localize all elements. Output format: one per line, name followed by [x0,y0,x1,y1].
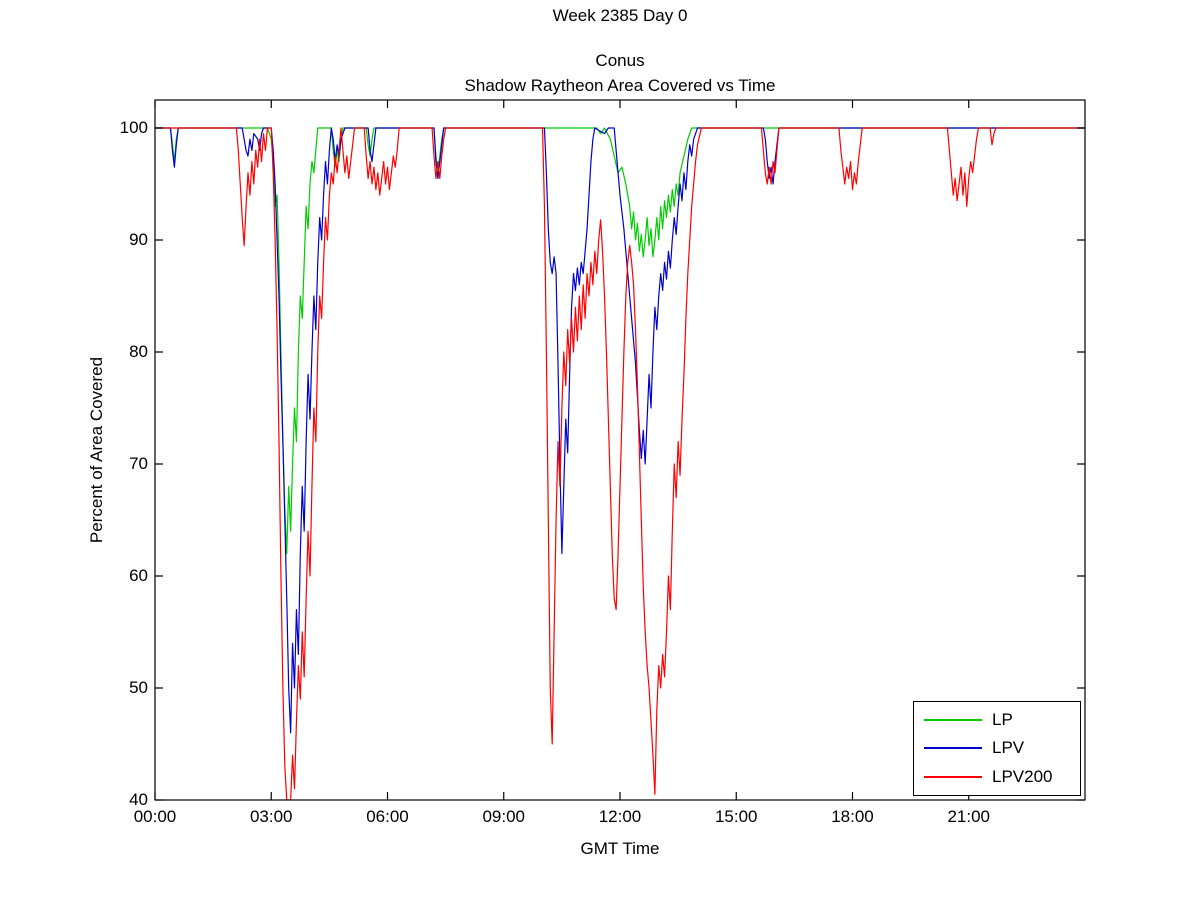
legend-label-lpv: LPV [992,738,1025,758]
x-tick-label: 09:00 [482,807,526,826]
y-tick-label: 100 [119,118,148,137]
y-tick-label: 50 [129,678,148,697]
y-tick-label: 40 [129,790,148,809]
legend-label-lp: LP [992,710,1013,730]
legend-label-lpv200: LPV200 [992,766,1053,786]
x-tick-label: 00:00 [133,807,177,826]
legend-item-lp: LP [914,710,1080,730]
legend-item-lpv200: LPV200 [914,767,1080,787]
x-axis-label: GMT Time [580,839,660,858]
x-tick-label: 06:00 [366,807,409,826]
axes-box [154,99,1086,801]
y-tick-label: 80 [129,342,148,361]
legend-item-lpv: LPV [914,738,1080,758]
series-line-LPV200 [155,127,1085,801]
legend-line-swatch-lpv [924,747,982,750]
figure-title: Week 2385 Day 0 [552,6,688,25]
axes-title-line2: Shadow Raytheon Area Covered vs Time [464,76,776,95]
axes-title-line1: Conus [595,51,645,70]
x-tick-label: 03:00 [249,807,293,826]
legend: LP LPV LPV200 [913,701,1081,796]
x-tick-label: 18:00 [831,807,874,826]
legend-line-swatch-lpv200 [924,775,982,778]
y-tick-label: 70 [129,454,148,473]
y-tick-label: 90 [129,230,148,249]
x-tick-label: 12:00 [598,807,642,826]
series-line-LPV [155,127,1085,734]
x-tick-label: 21:00 [947,807,991,826]
x-tick-label: 15:00 [714,807,758,826]
legend-line-swatch-lp [924,719,982,722]
y-tick-label: 60 [129,566,148,585]
